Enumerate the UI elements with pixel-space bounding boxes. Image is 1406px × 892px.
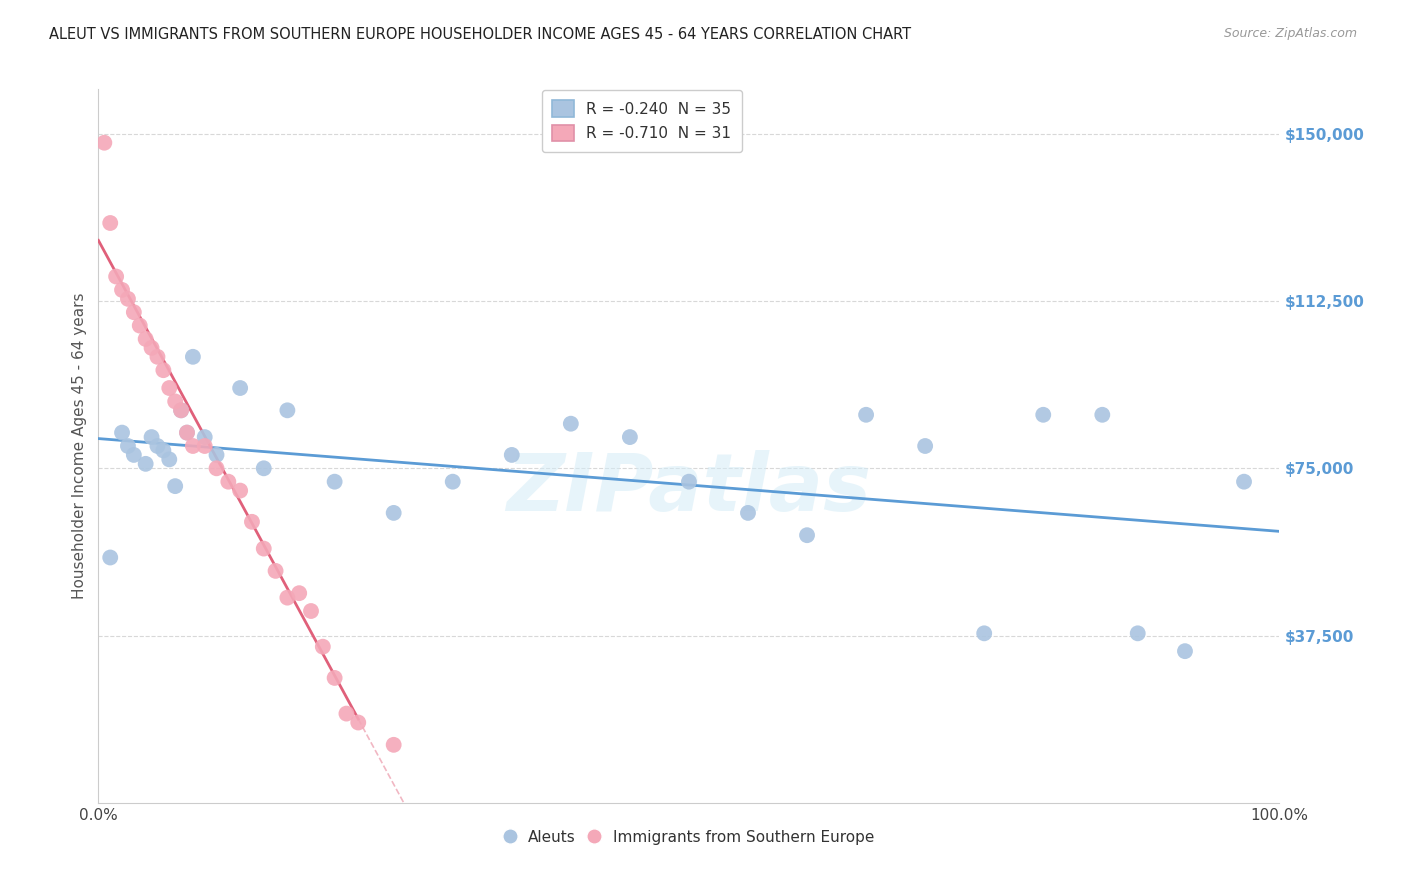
Point [796, 528, 818, 542]
Point [382, 506, 405, 520]
Point [105, 269, 128, 284]
Point [441, 475, 464, 489]
Point [176, 425, 198, 440]
Point [312, 640, 335, 654]
Text: Source: ZipAtlas.com: Source: ZipAtlas.com [1223, 27, 1357, 40]
Point [122, 448, 145, 462]
Point [141, 430, 163, 444]
Point [1126, 626, 1149, 640]
Point [146, 439, 169, 453]
Point [323, 475, 346, 489]
Point [382, 738, 405, 752]
Point [264, 564, 287, 578]
Point [253, 541, 276, 556]
Point [170, 403, 193, 417]
Point [194, 439, 217, 453]
Point [152, 363, 174, 377]
Point [501, 448, 523, 462]
Point [288, 586, 311, 600]
Point [93, 136, 115, 150]
Point [276, 403, 298, 417]
Point [135, 457, 157, 471]
Point [98, 216, 121, 230]
Point [157, 452, 180, 467]
Point [165, 479, 187, 493]
Legend: Aleuts, Immigrants from Southern Europe: Aleuts, Immigrants from Southern Europe [496, 822, 882, 852]
Point [122, 305, 145, 319]
Point [914, 439, 936, 453]
Point [152, 443, 174, 458]
Point [128, 318, 150, 333]
Point [205, 461, 228, 475]
Point [347, 715, 370, 730]
Point [335, 706, 357, 721]
Point [176, 425, 198, 440]
Point [678, 475, 700, 489]
Point [1233, 475, 1256, 489]
Point [855, 408, 877, 422]
Point [737, 506, 759, 520]
Point [619, 430, 641, 444]
Point [181, 439, 204, 453]
Point [973, 626, 995, 640]
Point [111, 425, 134, 440]
Point [253, 461, 276, 475]
Point [229, 483, 252, 498]
Point [165, 394, 187, 409]
Point [323, 671, 346, 685]
Y-axis label: Householder Income Ages 45 - 64 years: Householder Income Ages 45 - 64 years [72, 293, 87, 599]
Point [1032, 408, 1054, 422]
Point [1091, 408, 1114, 422]
Point [157, 381, 180, 395]
Point [217, 475, 239, 489]
Point [194, 430, 217, 444]
Point [240, 515, 263, 529]
Point [98, 550, 121, 565]
Point [170, 403, 193, 417]
Point [146, 350, 169, 364]
Point [111, 283, 134, 297]
Point [117, 439, 139, 453]
Point [181, 350, 204, 364]
Point [276, 591, 298, 605]
Point [205, 448, 228, 462]
Point [560, 417, 582, 431]
Point [135, 332, 157, 346]
Point [229, 381, 252, 395]
Point [141, 341, 163, 355]
Point [117, 292, 139, 306]
Point [299, 604, 322, 618]
Point [1174, 644, 1197, 658]
Text: ZIPatlas: ZIPatlas [506, 450, 872, 528]
Text: ALEUT VS IMMIGRANTS FROM SOUTHERN EUROPE HOUSEHOLDER INCOME AGES 45 - 64 YEARS C: ALEUT VS IMMIGRANTS FROM SOUTHERN EUROPE… [49, 27, 911, 42]
